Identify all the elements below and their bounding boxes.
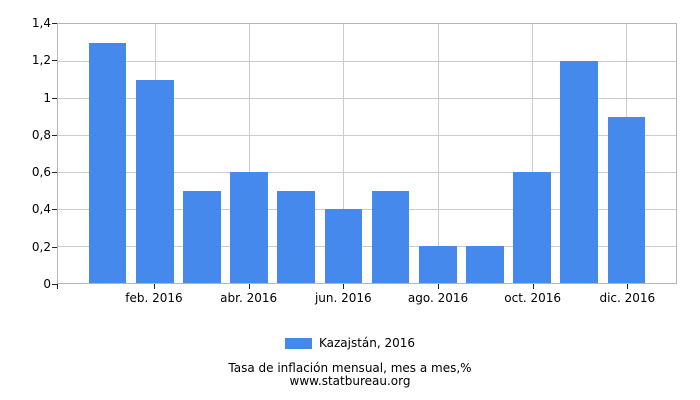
y-axis-tick <box>52 60 57 62</box>
bar-ago-2016 <box>418 246 457 283</box>
y-axis-label: 1,4 <box>31 16 51 30</box>
bar-jul-2016 <box>371 190 410 283</box>
gridline-v <box>532 24 534 283</box>
gridline-v <box>437 24 439 283</box>
x-axis-tick <box>154 284 155 289</box>
y-axis-label: 1,2 <box>31 53 51 68</box>
gridline-h <box>58 61 676 62</box>
bar-slot <box>226 24 273 283</box>
legend-swatch-icon <box>284 337 312 349</box>
y-axis-label: 0,6 <box>31 165 51 180</box>
gridline-h <box>58 135 676 136</box>
bar-ene-2016 <box>88 42 127 283</box>
gridline-v <box>343 24 345 283</box>
y-axis-label: 0,4 <box>31 202 51 217</box>
bar-slot <box>556 24 603 283</box>
bar-slot <box>461 24 508 283</box>
gridline-h <box>58 172 676 173</box>
y-axis-label: 0 <box>43 277 51 291</box>
y-axis-label: 0,8 <box>31 127 51 142</box>
bars-container <box>58 24 676 283</box>
bar-slot <box>273 24 320 283</box>
y-axis: 0 0,2 0,4 0,6 0,8 1 1,2 1,4 <box>0 16 51 291</box>
x-axis-label: jun. 2016 <box>314 291 372 305</box>
gridline-h <box>58 246 676 247</box>
bar-sep-2016 <box>466 246 504 283</box>
x-axis: feb. 2016 abr. 2016 jun. 2016 ago. 2016 oct.… <box>57 284 677 308</box>
y-axis-tick <box>52 134 57 136</box>
legend: Kazajstán, 2016 <box>0 336 700 350</box>
bar-mar-2016 <box>183 190 221 283</box>
x-axis-label: feb. 2016 <box>125 291 183 305</box>
gridline-h <box>58 98 676 99</box>
bar-slot <box>509 24 556 283</box>
bar-feb-2016 <box>135 79 174 283</box>
bar-slot <box>178 24 225 283</box>
y-axis-tick <box>52 172 57 174</box>
gridline-v <box>249 24 251 283</box>
gridline-h <box>58 209 676 210</box>
bar-nov-2016 <box>560 61 599 283</box>
bar-jun-2016 <box>324 209 363 283</box>
x-axis-label: ago. 2016 <box>407 291 469 305</box>
bar-slot <box>84 24 131 283</box>
y-axis-tick <box>52 284 57 285</box>
bar-may-2016 <box>277 190 316 283</box>
x-axis-tick <box>438 284 439 289</box>
y-axis-label: 0,2 <box>31 239 51 254</box>
plot-area <box>57 23 677 284</box>
y-axis-tick <box>52 209 57 211</box>
x-axis-label: oct. 2016 <box>504 291 562 305</box>
bar-dic-2016 <box>607 116 646 283</box>
y-axis-tick <box>52 23 57 24</box>
legend-label: Kazajstán, 2016 <box>318 336 416 350</box>
chart-title: Tasa de inflación mensual, mes a mes,% <box>228 361 472 375</box>
x-axis-tick <box>627 284 629 289</box>
bar-slot <box>320 24 367 283</box>
bar-slot <box>414 24 461 283</box>
y-axis-tick <box>52 246 57 248</box>
y-axis-label: 1 <box>43 90 51 105</box>
x-axis-tick <box>532 284 534 289</box>
bar-abr-2016 <box>230 172 268 283</box>
x-axis-tick <box>343 284 345 289</box>
chart-footer: Tasa de inflación mensual, mes a mes,% w… <box>0 361 700 388</box>
bar-slot <box>603 24 650 283</box>
bar-slot <box>131 24 178 283</box>
y-axis-tick <box>52 97 57 99</box>
chart-source: www.statbureau.org <box>289 374 411 388</box>
x-axis-label: dic. 2016 <box>599 291 656 305</box>
bar-oct-2016 <box>513 172 551 283</box>
bar-slot <box>367 24 414 283</box>
x-axis-tick <box>248 284 250 289</box>
x-axis-origin-tick <box>57 284 58 289</box>
x-axis-label: abr. 2016 <box>220 291 278 305</box>
